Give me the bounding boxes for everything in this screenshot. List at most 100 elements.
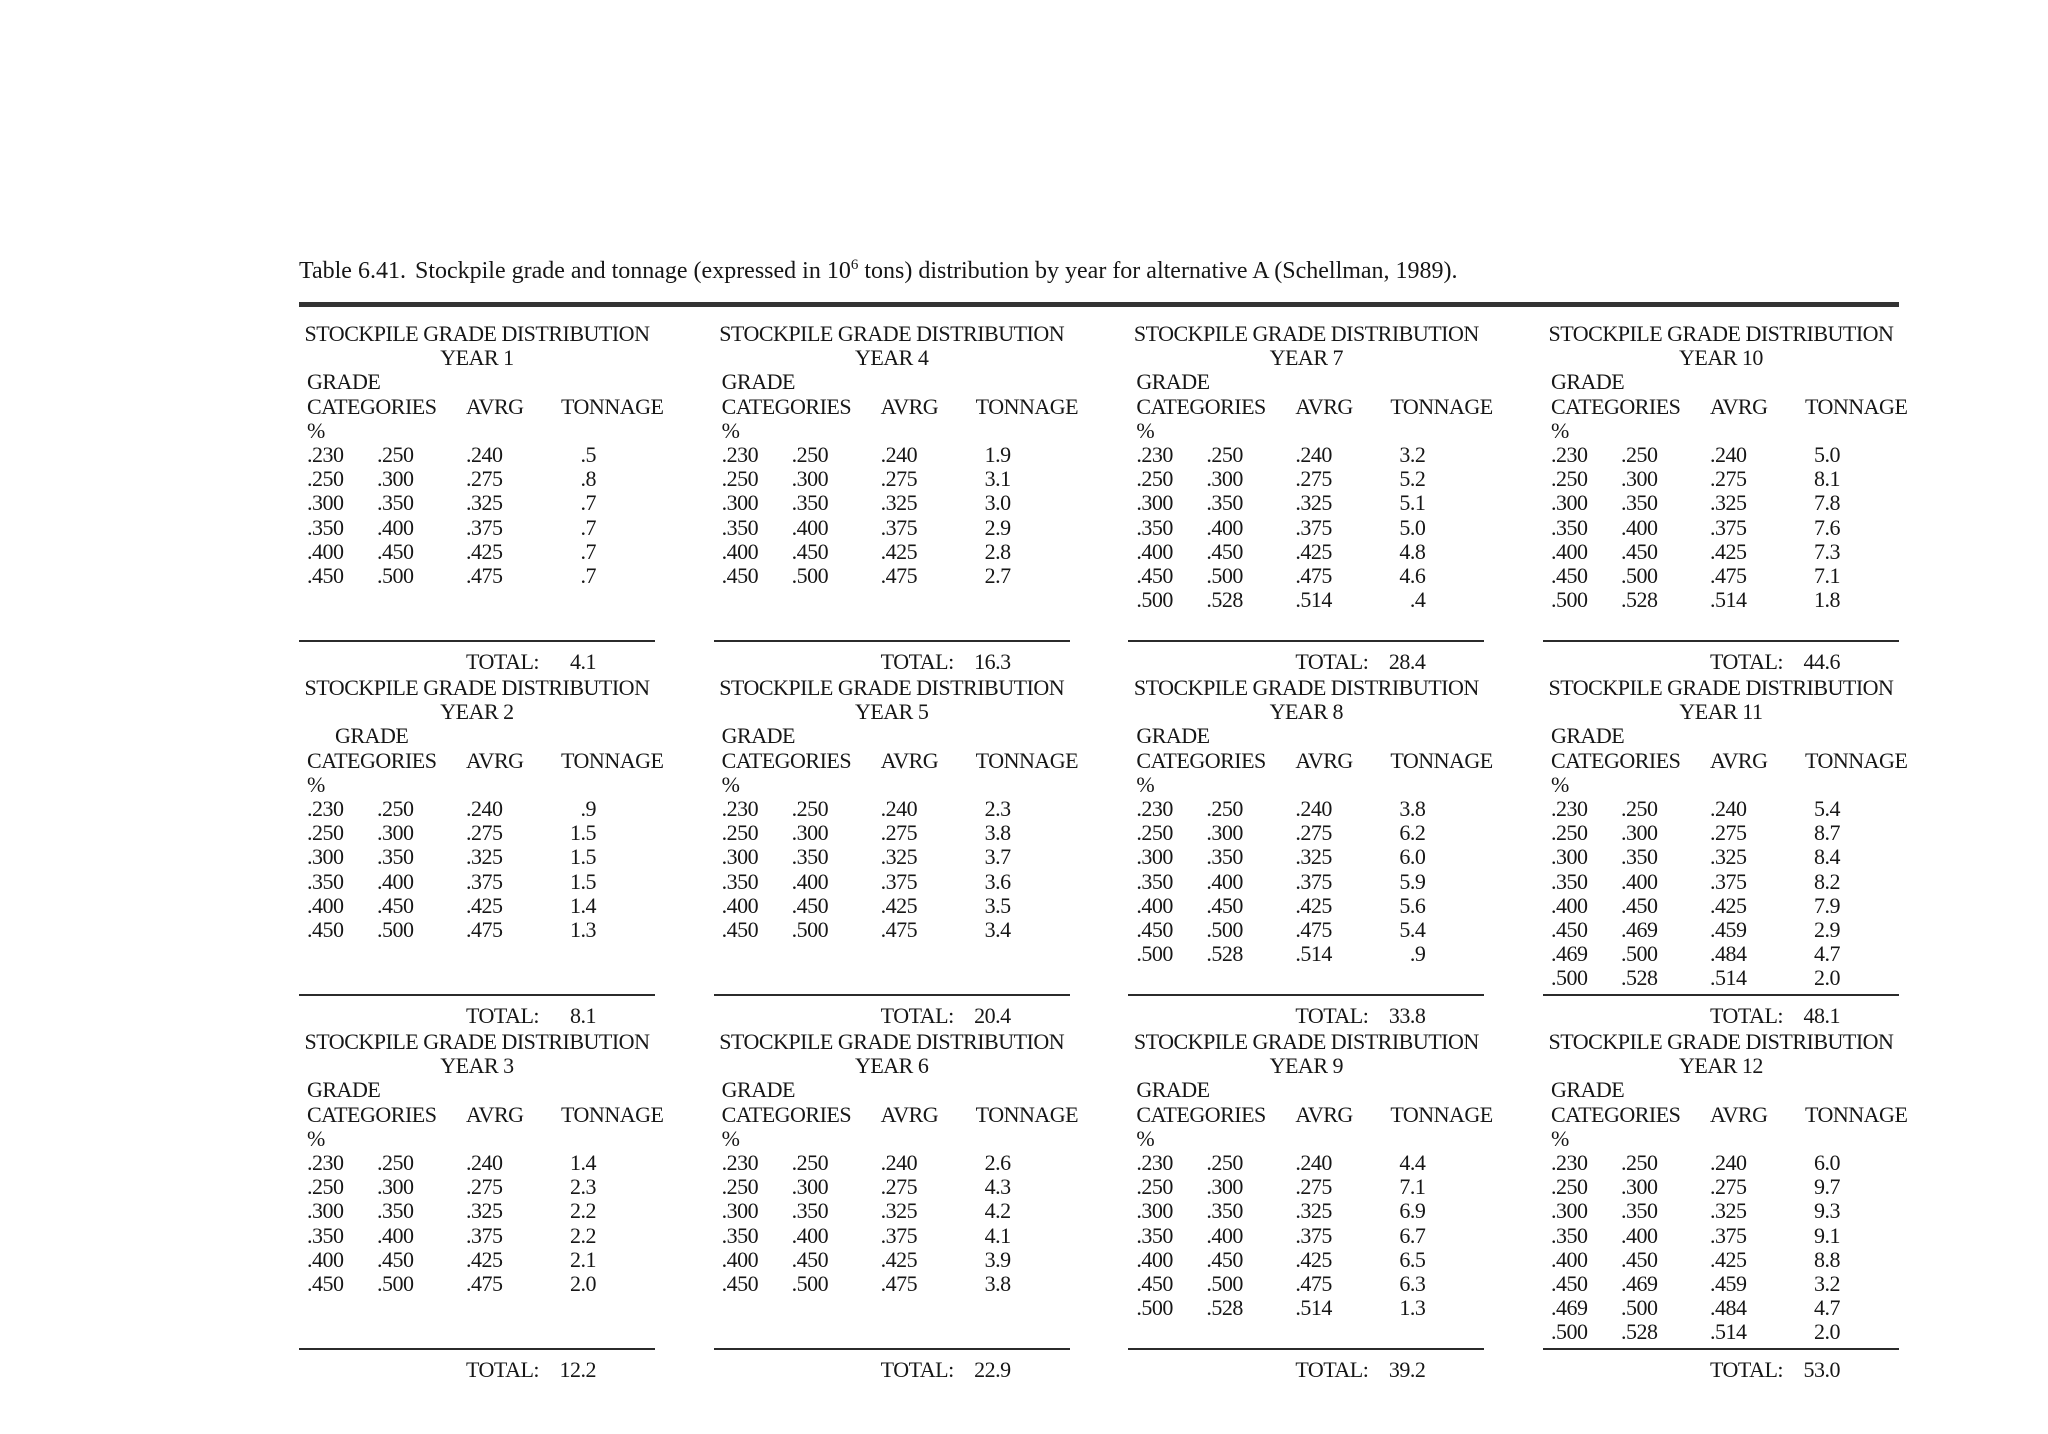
grade-header: GRADE: [307, 369, 381, 395]
tonnage-cell: 7.6: [1813, 514, 1841, 540]
tonnage-cell: .9: [1409, 941, 1426, 967]
caption-text: Stockpile grade and tonnage (expressed i…: [415, 258, 1458, 285]
tonnage-cell: 2.1: [570, 1246, 597, 1272]
grade-hi-cell: .400: [1206, 1222, 1243, 1248]
grade-hi-cell: .400: [1620, 868, 1658, 894]
categories-header: CATEGORIES: [1136, 393, 1266, 419]
grade-lo-cell: .230: [721, 796, 759, 822]
avrg-cell: .240: [880, 796, 918, 822]
avrg-cell: .425: [466, 1246, 503, 1272]
grade-header: GRADE: [1136, 1077, 1210, 1103]
grade-row: .450 .500 .475 2.7: [714, 563, 1070, 589]
grade-row: .400 .450 .425 7.9: [1543, 892, 1899, 918]
avrg-cell: .425: [1709, 892, 1747, 918]
grade-header: GRADE: [1136, 723, 1210, 749]
grade-row: .300 .350 .325 3.0: [714, 491, 1070, 515]
grade-hi-cell: .500: [791, 1271, 829, 1297]
avrg-cell: .325: [1295, 1198, 1332, 1224]
grade-lo-cell: .350: [721, 514, 759, 540]
tonnage-cell: 8.4: [1813, 844, 1841, 870]
grade-lo-cell: .250: [721, 1174, 759, 1200]
stockpile-table: STOCKPILE GRADE DISTRIBUTION YEAR 1 GRAD…: [299, 321, 664, 676]
grade-row: .500 .528 .514 .9: [1128, 942, 1484, 966]
spacer: [299, 942, 655, 994]
grade-row: .400 .450 .425 2.8: [714, 539, 1070, 564]
table-title: STOCKPILE GRADE DISTRIBUTION: [304, 1029, 650, 1054]
avrg-cell: .475: [880, 563, 918, 589]
table-year: YEAR 2: [440, 699, 514, 725]
tonnage-cell: .7: [580, 538, 597, 564]
grade-header: GRADE: [721, 723, 796, 749]
tonnage-cell: 3.2: [1813, 1271, 1841, 1297]
total-row: TOTAL: 33.8: [1128, 1002, 1484, 1030]
avrg-cell: .275: [1709, 820, 1747, 846]
avrg-cell: .240: [1709, 442, 1747, 468]
grade-hi-cell: .450: [1206, 892, 1243, 918]
avrg-cell: .425: [1295, 892, 1332, 918]
grade-lo-cell: .400: [1136, 892, 1173, 918]
avrg-cell: .325: [1295, 490, 1332, 516]
grade-header: GRADE: [721, 1077, 796, 1103]
total-rule: [1542, 1348, 1899, 1350]
stockpile-table: STOCKPILE GRADE DISTRIBUTION YEAR 5 GRAD…: [713, 675, 1079, 1030]
stockpile-table: STOCKPILE GRADE DISTRIBUTION YEAR 4 GRAD…: [713, 321, 1079, 676]
stockpile-table: STOCKPILE GRADE DISTRIBUTION YEAR 8 GRAD…: [1128, 675, 1493, 1030]
table-year: YEAR 8: [1269, 699, 1344, 725]
total-label: TOTAL:: [466, 1357, 540, 1382]
avrg-cell: .475: [1295, 563, 1332, 589]
grade-row: .300 .350 .325 6.9: [1128, 1199, 1484, 1223]
grade-lo-cell: .400: [1136, 538, 1173, 564]
tonnage-cell: 2.0: [570, 1271, 597, 1297]
grade-row: .450 .500 .475 3.8: [714, 1271, 1070, 1297]
total-value: 33.8: [1388, 1003, 1426, 1028]
total-rule: [1128, 1348, 1485, 1350]
tonnage-cell: 7.8: [1813, 490, 1841, 516]
grade-lo-cell: .250: [307, 1174, 344, 1200]
total-value: 28.4: [1388, 649, 1426, 674]
tonnage-cell: 1.3: [570, 917, 597, 943]
total-rule: [1128, 994, 1485, 996]
percent-header: %: [1136, 417, 1155, 443]
avrg-cell: .514: [1709, 1319, 1747, 1345]
table-rows: .230 .250 .240 2.3 .250 .300 .275 3.8 .3…: [714, 796, 1070, 942]
grade-lo-cell: .250: [307, 466, 344, 492]
grade-row: .450 .469 .459 2.9: [1543, 917, 1899, 942]
tonnage-cell: 2.2: [570, 1198, 597, 1224]
grade-row: .469 .500 .484 4.7: [1543, 942, 1899, 966]
grade-row: .230 .250 .240 5.4: [1543, 796, 1899, 822]
total-row: TOTAL: 48.1: [1543, 1002, 1899, 1030]
grade-row: .450 .500 .475 2.0: [299, 1271, 655, 1297]
tonnage-header: TONNAGE: [1390, 1101, 1493, 1127]
grade-row: .350 .400 .375 1.5: [299, 869, 655, 894]
table-year: YEAR 4: [854, 345, 929, 371]
total-row: TOTAL: 22.9: [714, 1356, 1070, 1384]
grade-lo-cell: .400: [307, 892, 344, 918]
caption-label: Table 6.41.: [299, 258, 406, 284]
avrg-cell: .325: [1709, 1198, 1747, 1224]
avrg-cell: .475: [466, 563, 503, 589]
avrg-cell: .514: [1295, 1295, 1332, 1321]
grade-row: .400 .450 .425 3.9: [714, 1247, 1070, 1272]
grade-lo-cell: .400: [1136, 1246, 1173, 1272]
avrg-cell: .240: [1709, 1150, 1747, 1176]
total-label: TOTAL:: [1709, 649, 1784, 674]
grade-hi-cell: .350: [1620, 844, 1658, 870]
grade-hi-cell: .350: [1206, 844, 1243, 870]
tonnage-cell: 1.5: [570, 844, 597, 870]
grade-header: GRADE: [721, 369, 796, 395]
table-rows: .230 .250 .240 3.8 .250 .300 .275 6.2 .3…: [1128, 796, 1484, 966]
avrg-cell: .240: [880, 442, 918, 468]
grade-hi-cell: .300: [1206, 820, 1243, 846]
grade-row: .230 .250 .240 3.2: [1128, 442, 1484, 467]
grade-lo-cell: .300: [1136, 490, 1173, 516]
top-rule: [299, 302, 1899, 307]
table-6-41-content: Table 6.41. Stockpile grade and tonnage (…: [299, 256, 1908, 1384]
tonnage-cell: 5.6: [1399, 892, 1426, 918]
grade-row: .450 .500 .475 3.4: [714, 917, 1070, 942]
grade-lo-cell: .450: [307, 563, 344, 589]
tonnage-cell: 5.2: [1399, 466, 1426, 492]
avrg-cell: .375: [1709, 868, 1747, 894]
avrg-cell: .240: [1709, 796, 1747, 822]
tonnage-cell: 8.8: [1813, 1246, 1841, 1272]
tonnage-cell: 6.3: [1399, 1271, 1426, 1297]
